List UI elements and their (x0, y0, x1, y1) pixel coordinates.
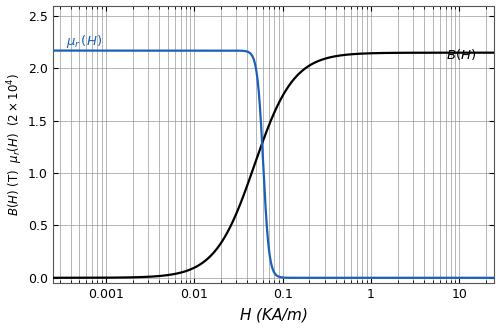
X-axis label: $H$ (KA/m): $H$ (KA/m) (239, 307, 308, 324)
Y-axis label: $B(H)$ (T)  $\mu_r(H)$  $(2\times10^4)$: $B(H)$ (T) $\mu_r(H)$ $(2\times10^4)$ (6, 73, 25, 216)
Text: $B(H)$: $B(H)$ (446, 47, 476, 62)
Text: $\mu_r\,(H)$: $\mu_r\,(H)$ (66, 33, 102, 50)
